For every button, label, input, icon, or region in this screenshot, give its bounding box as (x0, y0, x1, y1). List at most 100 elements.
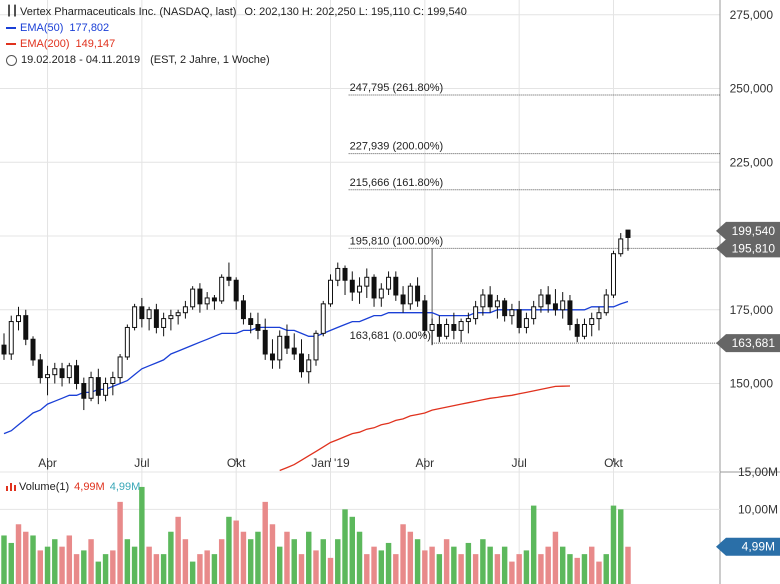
candle-body (429, 324, 435, 331)
candle-body (465, 318, 471, 323)
candle-body (509, 309, 515, 317)
volume-bar (88, 539, 94, 584)
ema50-swatch (6, 27, 16, 29)
candle-body (422, 300, 428, 331)
candle-body (313, 332, 319, 361)
volume-last-badge-bg (716, 537, 780, 556)
volume-bar (175, 516, 181, 584)
volume-bar (117, 501, 123, 584)
candle-body (226, 276, 232, 281)
volume-bar (436, 554, 443, 584)
volume-bar (443, 539, 450, 584)
volume-bar (472, 554, 479, 584)
volume-bar (44, 546, 51, 584)
candle-body (451, 324, 457, 331)
candle-body (262, 329, 268, 355)
ema50-label: EMA(50) (20, 22, 64, 34)
candle-body (204, 297, 210, 305)
volume-bar (487, 546, 493, 584)
volume-bar (298, 554, 305, 584)
volume-bar (429, 546, 435, 584)
volume-label: Volume(1) (19, 481, 70, 493)
candle-body (581, 324, 587, 337)
volume-bar (211, 554, 218, 584)
volume-bar (262, 501, 268, 584)
candle-body (407, 285, 413, 305)
ema200-value: 149,147 (75, 38, 116, 50)
volume-last-badge-text: 4,99M (742, 540, 775, 554)
fib-level-label: 195,810 (100.00%) (350, 235, 444, 247)
fib-badge-text: 195,810 (732, 241, 776, 255)
candle-body (45, 374, 51, 379)
candle-body (66, 365, 72, 379)
candle-body (233, 279, 239, 302)
candle-body (284, 335, 290, 349)
volume-bar (400, 524, 406, 584)
volume-bar (509, 561, 515, 584)
volume-value-1: 4,99M (74, 481, 105, 493)
candle-body (357, 285, 363, 293)
candle-body (567, 300, 573, 325)
volume-bar (95, 561, 102, 584)
candle-body (182, 306, 188, 314)
candle-body (436, 324, 442, 337)
volume-bar (269, 524, 276, 584)
candle-body (306, 359, 312, 373)
candle-body (248, 318, 254, 326)
candle-body (277, 335, 283, 361)
ohlc-values: O: 202,130 H: 202,250 L: 195,110 C: 199,… (244, 6, 467, 18)
price-tick-label: 175,000 (730, 303, 774, 317)
volume-bar (110, 550, 116, 584)
volume-bar (233, 520, 239, 584)
volume-bar (596, 561, 602, 584)
volume-bar (247, 539, 254, 584)
volume-bar (37, 550, 43, 584)
candle-body (175, 312, 181, 317)
volume-bar (480, 539, 486, 584)
volume-bar (422, 550, 428, 584)
chart-legend: ┃┃ Vertex Pharmaceuticals Inc. (NASDAQ, … (6, 4, 467, 68)
volume-bar (385, 542, 392, 584)
candle-body (190, 288, 196, 308)
volume-bar (124, 539, 131, 584)
candle-body (603, 294, 609, 314)
last-price-badge-bg (716, 221, 780, 240)
time-tick-label: Jul (134, 456, 149, 470)
volume-bar (625, 546, 631, 584)
candle-body (298, 353, 304, 373)
candle-body (1, 344, 7, 355)
candle-body (8, 321, 14, 355)
price-tick-label: 150,000 (730, 377, 774, 391)
volume-bar (313, 550, 319, 584)
volume-bar (581, 554, 588, 584)
volume-bar (335, 539, 341, 584)
volume-bar (465, 542, 472, 584)
candle-body (516, 309, 522, 328)
price-tick-label: 275,000 (730, 8, 774, 22)
candle-body (523, 318, 529, 328)
volume-bar (291, 539, 297, 584)
volume-bar (342, 509, 348, 584)
volume-bars-icon (6, 483, 16, 491)
candle-body (415, 285, 421, 302)
last-price-badge-text: 199,540 (732, 224, 776, 238)
candle-body (88, 377, 94, 399)
volume-bar (240, 531, 247, 584)
candle-body (596, 312, 602, 320)
fib-badge-bg (716, 239, 780, 258)
candle-body (349, 279, 355, 293)
candle-body (153, 309, 159, 328)
fib-badge-text: 163,681 (732, 336, 776, 350)
ema200-label: EMA(200) (20, 38, 70, 50)
volume-bar (530, 505, 537, 584)
candle-body (16, 315, 22, 323)
candle-body (552, 303, 558, 311)
price-tick-label: 225,000 (730, 155, 774, 169)
volume-tick-label: 10,00M (738, 502, 778, 516)
date-range: 19.02.2018 - 04.11.2019 (21, 54, 141, 66)
candle-body (81, 383, 87, 399)
volume-bar (451, 546, 457, 584)
legend-instrument: ┃┃ Vertex Pharmaceuticals Inc. (NASDAQ, … (6, 4, 467, 20)
volume-bar (458, 554, 464, 584)
